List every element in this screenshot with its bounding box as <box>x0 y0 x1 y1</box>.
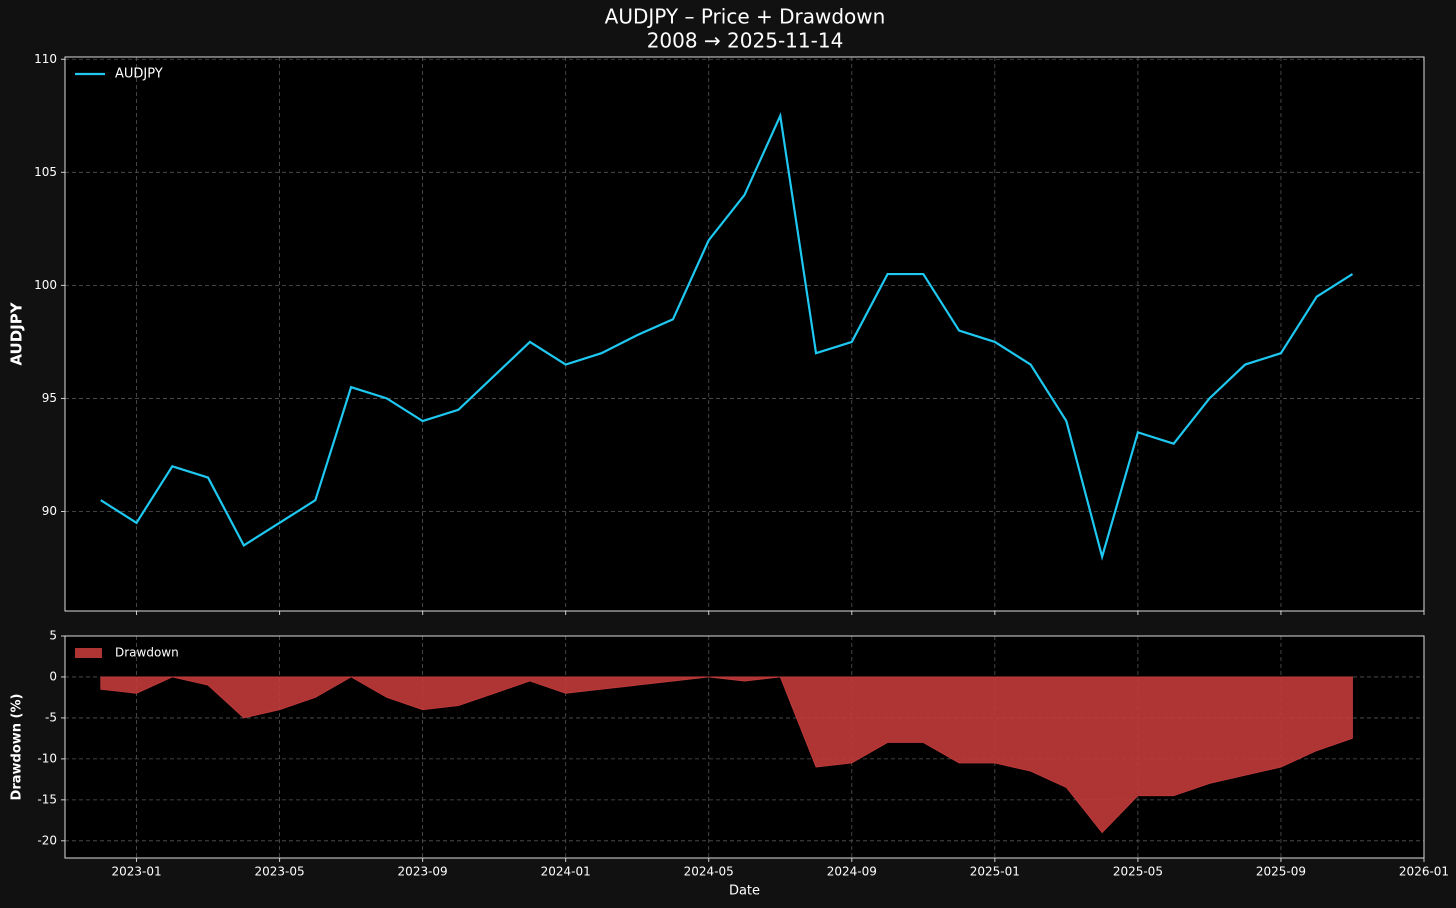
y-tick-label: 100 <box>34 278 57 292</box>
chart-title: AUDJPY – Price + Drawdown <box>605 5 886 29</box>
x-tick-label: 2024-01 <box>541 865 591 879</box>
x-tick-label: 2023-05 <box>255 865 305 879</box>
x-tick-label: 2023-09 <box>398 865 448 879</box>
plot-background <box>65 57 1424 611</box>
x-tick-label: 2024-05 <box>684 865 734 879</box>
x-tick-label: 2025-09 <box>1256 865 1306 879</box>
x-tick-label: 2026-01 <box>1399 865 1449 879</box>
plot-frame <box>64 635 1425 859</box>
legend-label: AUDJPY <box>115 67 163 82</box>
y-tick-label: -15 <box>37 792 57 806</box>
x-tick-label: 2023-01 <box>111 865 161 879</box>
price-line <box>100 111 1354 561</box>
y-tick-label: -10 <box>37 751 57 765</box>
legend-label: Drawdown <box>115 646 179 660</box>
x-tick-label: 2025-05 <box>1113 865 1163 879</box>
y-tick-label: 0 <box>49 669 57 683</box>
legend-swatch <box>75 648 102 658</box>
chart-subtitle: 2008 → 2025-11-14 <box>647 29 844 53</box>
drawdown-area <box>100 676 1353 834</box>
y-tick-label: 5 <box>49 629 57 643</box>
x-tick-label: 2024-09 <box>827 865 877 879</box>
y-tick-label: -5 <box>45 710 57 724</box>
y-tick-label: 90 <box>42 504 57 518</box>
x-tick-label: 2025-01 <box>970 865 1020 879</box>
y-axis-label: AUDJPY <box>8 301 26 365</box>
y-tick-label: 105 <box>34 165 57 179</box>
x-axis-label: Date <box>729 884 760 899</box>
y-tick-label: -20 <box>37 833 57 847</box>
y-axis-label: Drawdown (%) <box>10 694 25 801</box>
y-tick-label: 95 <box>42 391 57 405</box>
plot-frame <box>64 56 1425 612</box>
y-tick-label: 110 <box>34 52 57 66</box>
